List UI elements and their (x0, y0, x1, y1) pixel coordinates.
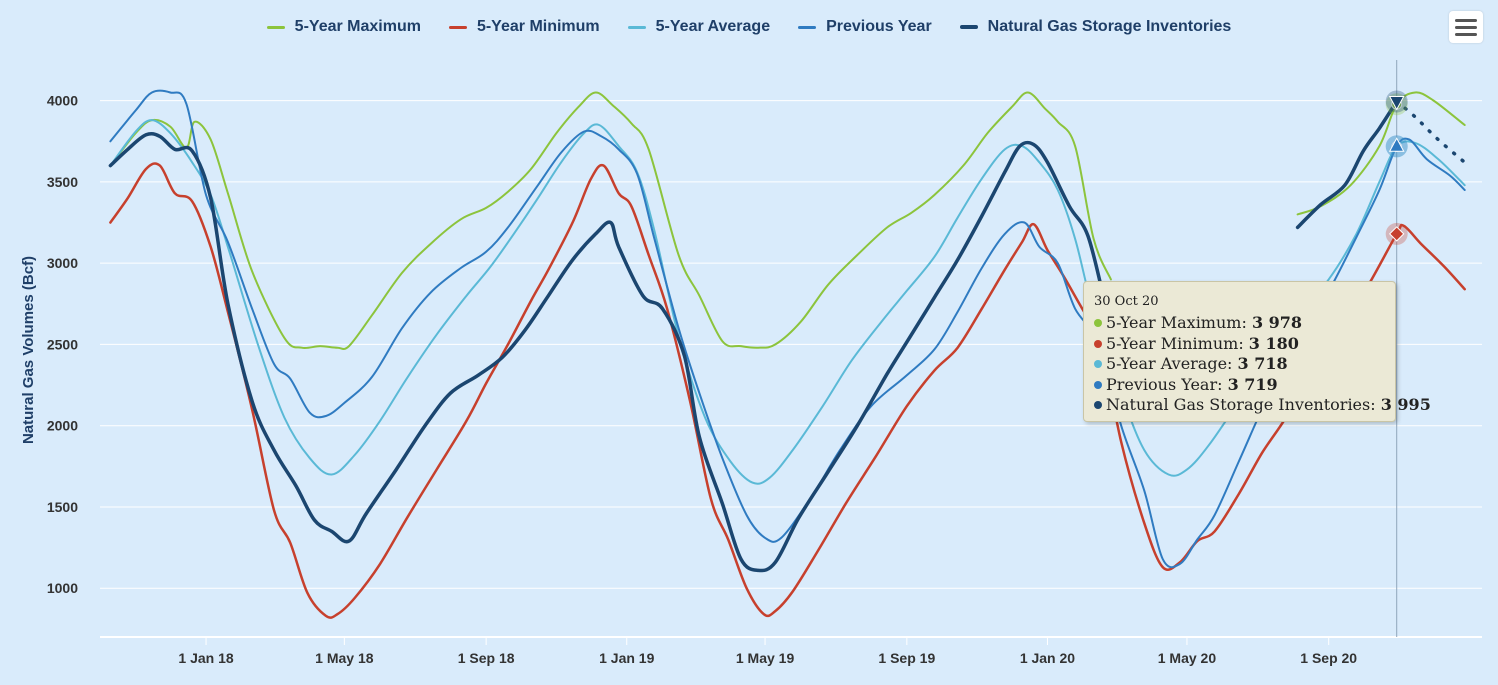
tooltip-dot-icon (1094, 360, 1102, 369)
y-tick-label: 2000 (47, 418, 78, 434)
legend-item-5-year-maximum[interactable]: 5-Year Maximum (266, 18, 421, 36)
x-tick-label: 1 May 18 (315, 650, 374, 666)
series-line-min (109, 162, 1466, 619)
tooltip-value: 3 978 (1251, 313, 1303, 332)
tooltip-label: 5-Year Maximum: (1106, 313, 1252, 332)
tooltip-dot-icon (1094, 380, 1102, 389)
legend-item-storage-inventories[interactable]: Natural Gas Storage Inventories (959, 18, 1232, 36)
y-tick-label: 3500 (47, 174, 78, 190)
legend-swatch-avg (627, 25, 646, 29)
y-axis-title: Natural Gas Volumes (Bcf) (20, 256, 37, 444)
x-tick-label: 1 Jan 18 (178, 650, 233, 666)
tooltip-value: 3 180 (1248, 333, 1299, 353)
y-tick-label: 1000 (47, 580, 78, 596)
legend-swatch-inv (959, 25, 978, 29)
series-line-inv (108, 131, 1107, 573)
axes: 1000 1500 2000 2500 3000 3500 4000 1 Jan 18 1 Ma… (47, 93, 1482, 666)
marker-min (1388, 226, 1405, 242)
series-line-inv (1295, 99, 1399, 230)
legend-label: Natural Gas Storage Inventories (987, 18, 1232, 35)
tooltip-row-prev: Previous Year: 3 719 (1094, 375, 1385, 396)
hover-markers (1385, 90, 1408, 245)
tooltip-value: 3 719 (1227, 374, 1278, 394)
legend-item-5-year-average[interactable]: 5-Year Average (627, 18, 771, 36)
tooltip-label: 5-Year Average: (1106, 354, 1238, 374)
marker-inv (1388, 95, 1405, 111)
legend-label: 5-Year Maximum (294, 18, 421, 35)
y-tick-label: 4000 (47, 93, 78, 109)
y-tick-label: 1500 (47, 499, 78, 515)
tooltip-row-avg: 5-Year Average: 3 718 (1094, 354, 1385, 375)
tooltip-label: 5-Year Minimum: (1106, 333, 1249, 353)
series-lines (108, 89, 1467, 619)
tooltip-row-min: 5-Year Minimum: 3 180 (1094, 334, 1385, 355)
tooltip: 30 Oct 20 5-Year Maximum: 3 978 5-Year M… (1083, 281, 1431, 422)
legend-label: Previous Year (826, 18, 932, 35)
legend-label: 5-Year Minimum (476, 18, 600, 35)
x-tick-label: 1 Sep 18 (458, 650, 515, 666)
legend-item-previous-year[interactable]: Previous Year (798, 18, 932, 36)
series-line-max (1296, 91, 1466, 216)
legend-swatch-max (266, 25, 285, 29)
hamburger-menu-icon (1455, 18, 1477, 22)
marker-prev (1388, 137, 1405, 152)
series-line-inv_proj (1394, 99, 1467, 165)
tooltip-date: 30 Oct 20 (1094, 294, 1159, 309)
grid-lines (100, 100, 1482, 589)
tooltip-label: Natural Gas Storage Inventories: (1106, 395, 1381, 415)
series-line-avg (109, 119, 1466, 485)
tooltip-dot-icon (1094, 319, 1102, 327)
series-line-max (109, 91, 1112, 350)
series-line-prev (109, 89, 1466, 569)
legend-swatch-min (448, 25, 467, 29)
legend-swatch-prev (798, 25, 817, 29)
y-tick-label: 2500 (47, 336, 78, 352)
legend: 5-Year Maximum 5-Year Minimum 5-Year Ave… (0, 18, 1498, 36)
tooltip-row-inv: Natural Gas Storage Inventories: 3 995 (1094, 395, 1431, 416)
tooltip-row-max: 5-Year Maximum: 3 978 (1094, 313, 1385, 334)
tooltip-value: 3 718 (1237, 354, 1288, 374)
hamburger-menu-icon-bar (1455, 32, 1477, 36)
tooltip-dot-icon (1094, 401, 1102, 410)
legend-label: 5-Year Average (655, 18, 771, 35)
x-tick-label: 1 Jan 19 (599, 650, 654, 666)
x-tick-label: 1 Sep 19 (878, 650, 935, 666)
tooltip-dot-icon (1094, 339, 1102, 348)
tooltip-label: Previous Year: (1106, 374, 1228, 394)
x-tick-label: 1 May 19 (736, 650, 795, 666)
x-tick-label: 1 Sep 20 (1300, 650, 1357, 666)
legend-item-5-year-minimum[interactable]: 5-Year Minimum (448, 18, 600, 36)
hamburger-menu-icon-bar (1455, 25, 1477, 29)
chart-menu-button[interactable] (1449, 11, 1483, 43)
x-tick-label: 1 May 20 (1158, 650, 1217, 666)
x-tick-label: 1 Jan 20 (1020, 650, 1075, 666)
y-tick-label: 3000 (47, 255, 78, 271)
tooltip-value: 3 995 (1380, 395, 1431, 415)
